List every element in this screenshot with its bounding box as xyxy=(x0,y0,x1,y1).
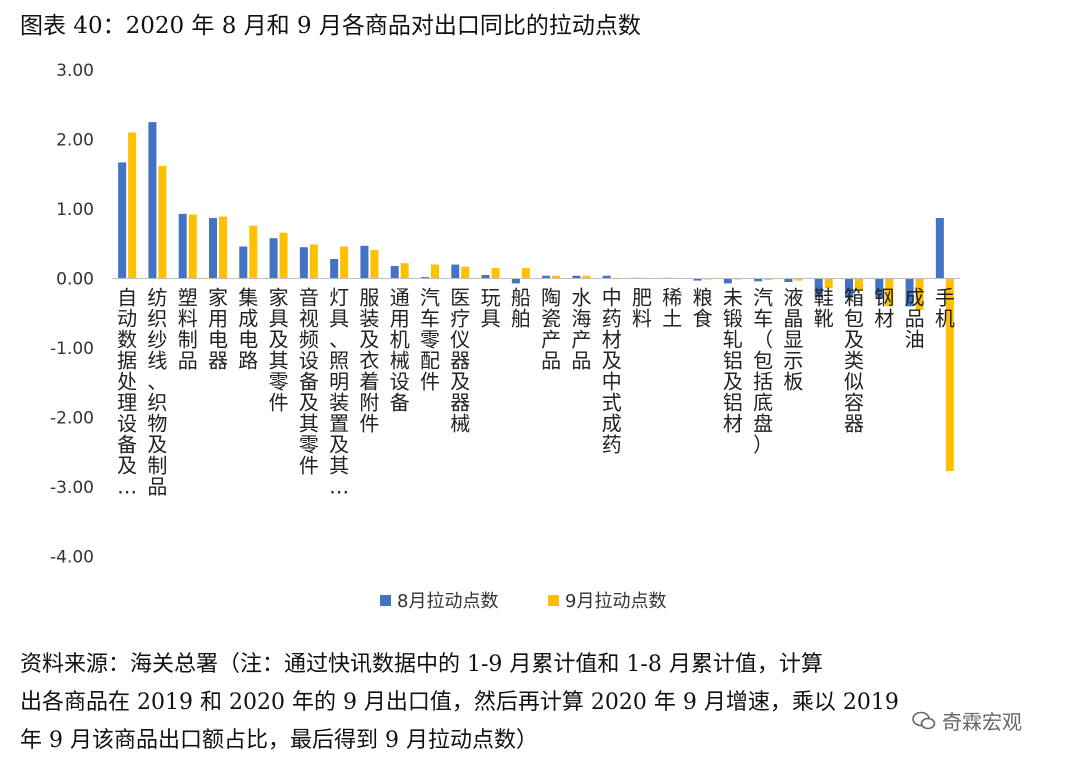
bar-sep xyxy=(794,278,803,281)
bar-sep xyxy=(249,225,258,279)
bar-aug xyxy=(269,238,278,279)
category-label: 中药材及中式成药 xyxy=(602,286,622,457)
bar-sep xyxy=(521,268,530,279)
bar-aug xyxy=(390,265,399,279)
bar-aug xyxy=(723,278,732,284)
bar-aug xyxy=(784,278,793,282)
bar-aug xyxy=(754,278,763,282)
bar-aug xyxy=(905,278,914,307)
bar-aug xyxy=(845,278,853,298)
bar-aug xyxy=(451,264,460,279)
bar-aug xyxy=(935,218,944,279)
chart-title: 图表 40：2020 年 8 月和 9 月各商品对出口同比的拉动点数 xyxy=(20,13,641,39)
bar-sep xyxy=(824,278,833,289)
category-label: 水海产品 xyxy=(571,286,591,373)
bar-sep xyxy=(764,278,773,280)
category-label: 成品油 xyxy=(905,286,925,352)
category-label: 陶瓷产品 xyxy=(541,286,561,373)
source-line-1: 资料来源：海关总署（注：通过快讯数据中的 1-9 月累计值和 1-8 月累计值，… xyxy=(20,652,823,677)
legend-swatch xyxy=(380,595,391,606)
y-tick-label: -4.00 xyxy=(50,548,94,568)
category-label: 钢材 xyxy=(874,286,894,331)
category-label: 集成电路 xyxy=(238,286,258,373)
source-line-2: 出各商品在 2019 和 2020 年的 9 月出口值，然后再计算 2020 年… xyxy=(20,690,899,715)
category-label: 灯具、照明装置及其… xyxy=(329,286,349,499)
category-label: 鞋靴 xyxy=(814,286,834,331)
category-label: 塑料制品 xyxy=(178,286,198,373)
bar-aug xyxy=(421,277,429,279)
source-note: 资料来源：海关总署（注：通过快讯数据中的 1-9 月累计值和 1-8 月累计值，… xyxy=(20,646,1070,760)
bar-aug xyxy=(542,275,551,279)
bar-sep xyxy=(855,278,863,291)
bar-aug xyxy=(299,247,308,279)
category-label: 未锻轧铝及铝材 xyxy=(723,286,743,436)
bar-aug xyxy=(572,275,581,279)
category-label: 自动数据处理设备及… xyxy=(117,286,137,499)
y-tick-label: 1.00 xyxy=(56,200,94,220)
bar-sep xyxy=(188,214,197,279)
bar-sep xyxy=(340,246,349,279)
bar-sep xyxy=(491,268,500,279)
category-label: 汽车（包括底盘） xyxy=(753,286,773,457)
category-label: 通用机械设备 xyxy=(390,286,410,415)
category-label: 音视频设备及其零件 xyxy=(299,286,319,478)
bar-sep xyxy=(370,250,379,279)
y-tick-label: -1.00 xyxy=(50,339,94,359)
bar-aug xyxy=(360,245,369,279)
category-label: 箱包及类似容器 xyxy=(844,286,864,436)
y-tick-label: -3.00 xyxy=(50,478,94,498)
category-label: 汽车零配件 xyxy=(420,286,440,394)
category-label: 手机 xyxy=(935,286,955,331)
y-tick-label: 3.00 xyxy=(56,61,94,81)
bar-sep xyxy=(885,278,894,307)
bar-aug xyxy=(602,275,611,279)
bar-sep xyxy=(431,264,439,279)
category-label: 肥料 xyxy=(632,286,652,331)
bar-sep xyxy=(945,278,954,472)
category-label: 服装及衣着附件 xyxy=(359,286,379,436)
source-line-3: 年 9 月该商品出口额占比，最后得到 9 月拉动点数） xyxy=(20,728,538,753)
legend-label: 9月拉动点数 xyxy=(565,591,666,612)
category-label: 粮食 xyxy=(693,286,713,331)
bar-chart: 3.00 2.00 1.00 0.00 -1.00 -2.00 -3.00 -4.00 自动数据… xyxy=(50,61,960,612)
bar-aug xyxy=(239,246,248,279)
category-label: 稀土 xyxy=(662,286,682,331)
y-tick-label: 2.00 xyxy=(56,131,94,151)
bar-sep xyxy=(915,278,924,310)
bar-aug xyxy=(118,162,127,279)
watermark-text: 奇霖宏观 xyxy=(942,710,1022,734)
y-tick-label: 0.00 xyxy=(56,270,94,290)
category-label: 玩具 xyxy=(481,286,501,331)
bar-sep xyxy=(158,165,167,279)
watermark: 奇霖宏观 xyxy=(908,706,1026,735)
bar-sep xyxy=(582,275,591,279)
category-label: 家具及其零件 xyxy=(269,286,289,415)
bar-sep xyxy=(400,263,409,279)
bar-aug xyxy=(875,278,884,298)
legend-swatch xyxy=(548,595,559,606)
legend-label: 8月拉动点数 xyxy=(397,591,498,612)
category-label: 纺织纱线、织物及制品 xyxy=(147,286,167,499)
category-label: 液晶显示板 xyxy=(783,286,803,394)
bar-aug xyxy=(178,213,187,279)
bar-aug xyxy=(148,122,157,279)
bar-sep xyxy=(552,275,561,279)
bar-aug xyxy=(481,275,490,279)
bar-aug xyxy=(209,218,217,279)
bar-sep xyxy=(309,244,318,279)
bar-sep xyxy=(279,232,288,279)
y-tick-label: -2.00 xyxy=(50,409,94,429)
bar-aug xyxy=(693,278,702,281)
bar-aug xyxy=(814,278,823,298)
bar-sep xyxy=(461,266,470,279)
wechat-icon xyxy=(912,711,936,729)
category-label: 医疗仪器及器械 xyxy=(450,286,470,436)
category-label: 船舶 xyxy=(511,286,531,331)
bar-sep xyxy=(219,216,227,279)
bar-sep xyxy=(128,132,137,279)
category-label: 家用电器 xyxy=(208,286,228,373)
bar-aug xyxy=(511,278,520,284)
bar-aug xyxy=(330,259,339,279)
